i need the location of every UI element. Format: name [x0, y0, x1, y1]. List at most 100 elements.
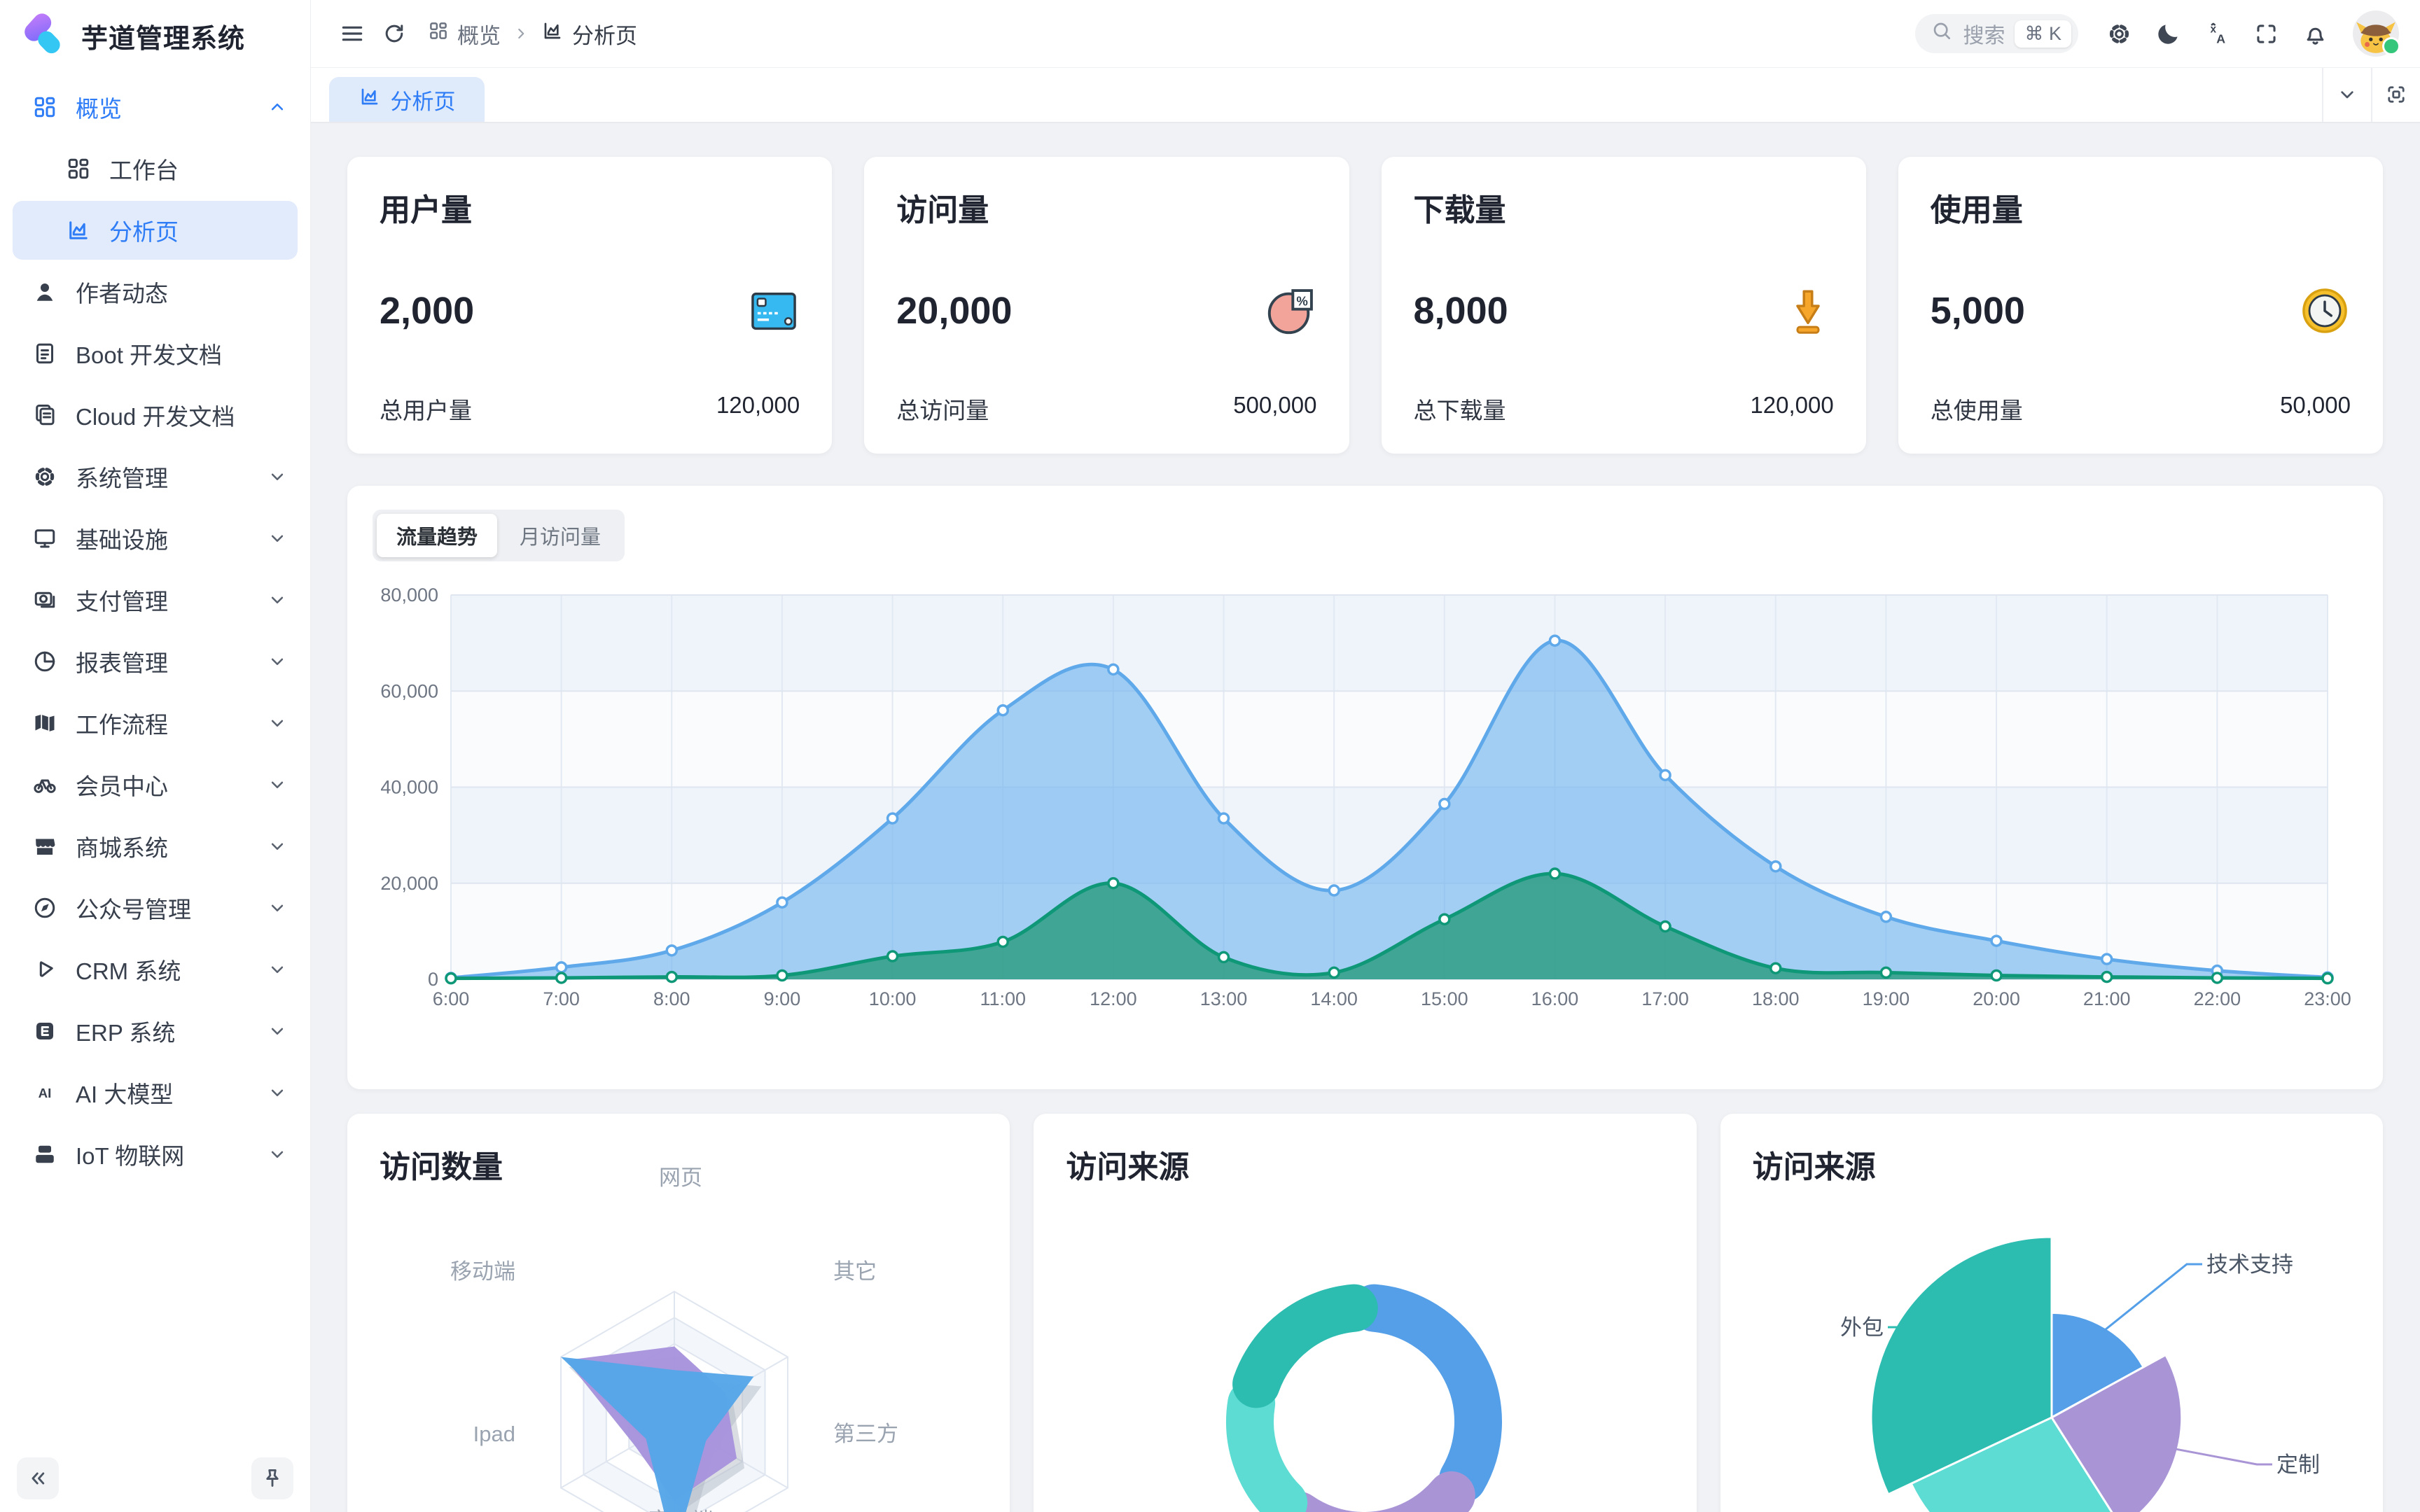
pay-wallet-icon: [34, 592, 55, 608]
erp-icon: [36, 1023, 53, 1040]
iot-icon: [36, 1145, 54, 1163]
stat-card-title: 访问量: [896, 193, 989, 227]
stat-card-total-label: 总用户量: [380, 398, 472, 424]
sidebar-pin-button[interactable]: [251, 1457, 293, 1499]
chevron-down-icon: [271, 1028, 284, 1035]
chevron-down-icon: [271, 966, 284, 973]
chevron-down-icon: [271, 535, 284, 542]
chevron-down-icon: [271, 596, 284, 603]
page-tabbar: 分析页: [310, 67, 2420, 123]
svg-text:第三方: 第三方: [833, 1422, 898, 1446]
online-status-dot: [2382, 37, 2400, 55]
stat-card-使用量: 使用量 5,000 总使用量 50,000: [1898, 157, 2383, 454]
svg-text:x: x: [2210, 23, 2216, 35]
cloud-doc-icon: [36, 405, 55, 426]
sidebar-item-会员中心[interactable]: 会员中心: [13, 755, 298, 814]
sidebar-item-label: CRM 系统: [76, 958, 181, 984]
moon-icon[interactable]: [2147, 13, 2189, 55]
svg-text:0: 0: [428, 969, 438, 990]
breadcrumb-item-analysis[interactable]: 分析页: [541, 18, 637, 50]
system-gear-icon: [35, 467, 55, 486]
breadcrumb-label: 分析页: [572, 23, 637, 48]
search-icon: [1934, 22, 1951, 39]
sidebar-item-AI-大模型[interactable]: AI AI 大模型: [13, 1063, 298, 1122]
maximize-icon[interactable]: [2371, 67, 2420, 122]
sidebar-item-分析页[interactable]: 分析页: [13, 201, 298, 260]
sidebar-collapse-button[interactable]: [17, 1457, 59, 1499]
svg-text:15:00: 15:00: [1421, 988, 1468, 1009]
chevron-down-icon: [271, 843, 284, 850]
sidebar-item-工作台[interactable]: 工作台: [13, 139, 298, 198]
chevron-down-icon[interactable]: [2322, 67, 2371, 122]
sidebar-item-工作流程[interactable]: 工作流程: [13, 694, 298, 752]
member-bicycle-icon: [34, 779, 56, 793]
stat-card-value: 8,000: [1413, 290, 1508, 332]
sidebar-item-公众号管理[interactable]: 公众号管理: [13, 878, 298, 937]
visit-source-rose-pie-chart: 技术支持定制远程外包: [1840, 1236, 2320, 1512]
tab-monthly-visits[interactable]: 月访问量: [520, 526, 601, 549]
sidebar-item-报表管理[interactable]: 报表管理: [13, 632, 298, 691]
svg-text:19:00: 19:00: [1863, 988, 1910, 1009]
pin-icon: [266, 1469, 279, 1487]
sidebar-item-支付管理[interactable]: 支付管理: [13, 570, 298, 629]
sidebar-item-概览[interactable]: 概览: [13, 78, 298, 136]
download-arrow-icon: [1795, 290, 1820, 334]
bell-icon[interactable]: [2294, 13, 2336, 55]
stat-card-total-label: 总使用量: [1930, 398, 2023, 424]
stat-card-total-value: 50,000: [2280, 392, 2351, 418]
refresh-icon[interactable]: [373, 13, 415, 55]
chevron-down-icon: [271, 1089, 284, 1096]
search-input[interactable]: 搜索 ⌘ K: [1915, 14, 2078, 53]
sidebar-item-label: 系统管理: [76, 465, 168, 491]
sidebar-item-label: 商城系统: [76, 835, 168, 861]
fullscreen-icon[interactable]: [2245, 13, 2287, 55]
maximize-icon: [2388, 86, 2405, 103]
sidebar-item-Cloud-开发文档[interactable]: Cloud 开发文档: [13, 386, 298, 444]
trend-tabs: 流量趋势 月访问量: [373, 510, 625, 561]
svg-text:22:00: 22:00: [2194, 988, 2241, 1009]
sidebar-item-系统管理[interactable]: 系统管理: [13, 447, 298, 506]
sidebar-item-基础设施[interactable]: 基础设施: [13, 509, 298, 568]
stat-card-title: 使用量: [1930, 193, 2023, 227]
avatar[interactable]: [2353, 10, 2400, 57]
breadcrumb-item-overview[interactable]: 概览: [428, 18, 501, 50]
stat-card-value: 5,000: [1930, 290, 2025, 332]
main-content: 用户量 2,000 总用户量 120,000 访问量 20,000% 总访问量 500,000…: [310, 123, 2420, 1512]
gear-icon[interactable]: [2098, 13, 2140, 55]
stat-card-total-value: 500,000: [1233, 392, 1317, 418]
app-logo-icon: [25, 13, 60, 54]
sidebar-item-商城系统[interactable]: 商城系统: [13, 817, 298, 876]
sidebar-item-IoT-物联网[interactable]: IoT 物联网: [13, 1125, 298, 1184]
sidebar-item-CRM-系统[interactable]: CRM 系统: [13, 940, 298, 999]
dashboard-grid-icon: [428, 20, 449, 47]
hamburger-menu-icon: [342, 26, 363, 41]
stat-cards-row: 用户量 2,000 总用户量 120,000 访问量 20,000% 总访问量 500,000…: [347, 157, 2383, 454]
sidebar-item-ERP-系统[interactable]: ERP 系统: [13, 1002, 298, 1060]
svg-text:20:00: 20:00: [1973, 988, 2020, 1009]
svg-text:40,000: 40,000: [380, 777, 438, 798]
visit-source-pie-card: 访问来源 技术支持定制远程外包: [1720, 1114, 2383, 1512]
app-title: 芋道管理系统: [81, 24, 246, 54]
hamburger-menu-icon[interactable]: [331, 13, 373, 55]
translate-icon: xA: [2210, 22, 2225, 46]
stat-card-total-value: 120,000: [1750, 392, 1834, 418]
stat-card-用户量: 用户量 2,000 总用户量 120,000: [347, 157, 833, 454]
sidebar-item-label: 公众号管理: [76, 897, 191, 923]
sidebar-item-Boot-开发文档[interactable]: Boot 开发文档: [13, 324, 298, 383]
dashboard-grid-icon: [430, 22, 447, 39]
sidebar-item-label: 支付管理: [76, 589, 168, 615]
tab-label: 分析页: [390, 89, 456, 114]
tab-analysis-page[interactable]: 分析页: [329, 77, 485, 122]
chevron-right-icon: [512, 24, 530, 43]
sidebar-item-label: AI 大模型: [76, 1082, 174, 1107]
tab-traffic-trend[interactable]: 流量趋势: [377, 514, 498, 557]
svg-text:其它: 其它: [833, 1259, 877, 1284]
bell-icon: [2307, 27, 2323, 45]
svg-text:8:00: 8:00: [653, 988, 690, 1009]
sidebar-item-作者动态[interactable]: 作者动态: [13, 262, 298, 321]
logo-row[interactable]: 芋道管理系统: [0, 0, 310, 68]
stat-card-total-label: 总访问量: [896, 398, 989, 424]
svg-text:9:00: 9:00: [764, 988, 801, 1009]
